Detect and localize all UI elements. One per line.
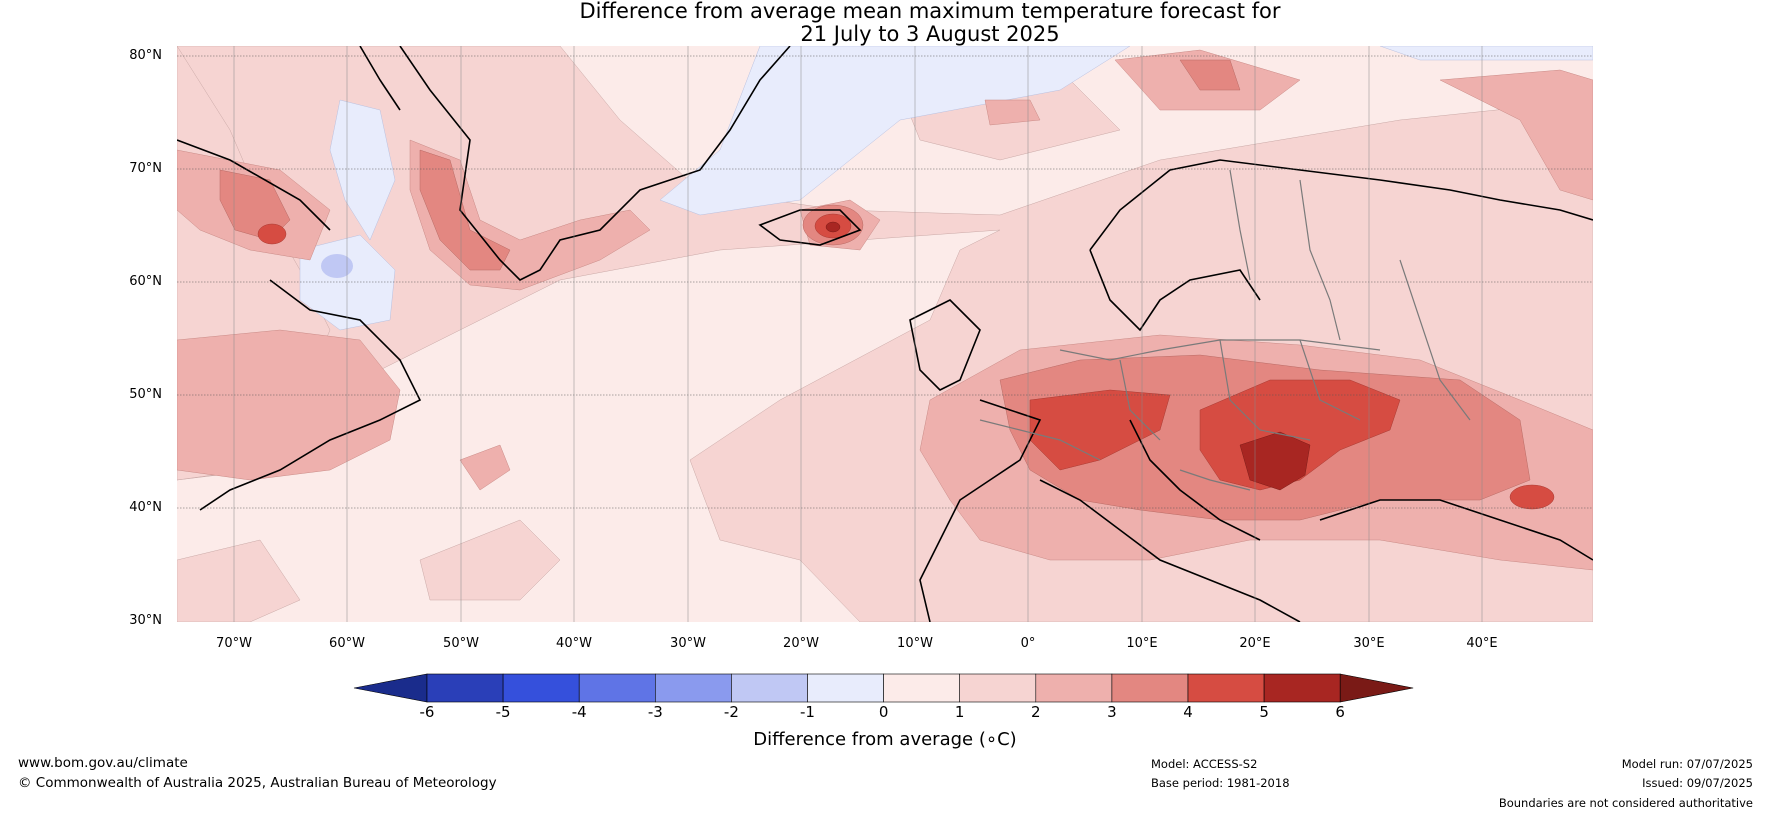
colorbar-tick-label: -6 (419, 703, 435, 721)
colorbar-tick-label: 4 (1183, 703, 1193, 721)
colorbar-segment (426, 673, 504, 703)
lon-label-50w: 50°W (443, 636, 479, 651)
colorbar-segment (883, 673, 960, 703)
map-plot-area (177, 46, 1593, 622)
anomaly-band-5-6 (825, 221, 1311, 491)
lat-label-80n: 80°N (129, 48, 162, 63)
footer-model: Model: ACCESS-S2 (1151, 757, 1258, 771)
lon-label-40w: 40°W (556, 636, 592, 651)
lon-label-70w: 70°W (216, 636, 252, 651)
lat-label-40n: 40°N (129, 500, 162, 515)
colorbar-tick-label: 5 (1259, 703, 1269, 721)
colorbar-segment (578, 673, 656, 703)
anomaly-band-minus2-minus1 (321, 254, 353, 278)
colorbar-segment (502, 673, 580, 703)
graticule (177, 55, 1593, 509)
colorbar-tick-label: 6 (1335, 703, 1345, 721)
country-borders (979, 169, 1471, 491)
anomaly-band-minus1-0 (299, 46, 1593, 331)
lat-label-60n: 60°N (129, 274, 162, 289)
colorbar-label: Difference from average (∘C) (753, 729, 1017, 750)
colorbar-tick-label: 1 (954, 703, 965, 721)
colorbar-tick-label: -1 (800, 703, 815, 721)
map-title-line1: Difference from average mean maximum tem… (579, 0, 1281, 23)
map-title-line2: 21 July to 3 August 2025 (800, 22, 1060, 46)
footer-copyright: © Commonwealth of Australia 2025, Austra… (18, 775, 497, 791)
colorbar-tick-label: -5 (495, 703, 511, 721)
colorbar-tick-label: 3 (1107, 703, 1117, 721)
footer-disclaimer: Boundaries are not considered authoritat… (1498, 796, 1753, 810)
lat-label-30n: 30°N (129, 613, 162, 628)
lon-label-10w: 10°W (897, 636, 933, 651)
colorbar-tick-label: -4 (571, 703, 587, 721)
coastlines (177, 46, 1593, 622)
colorbar-segment (1111, 673, 1189, 703)
lon-label-0: 0° (1020, 636, 1036, 651)
lat-label-50n: 50°N (129, 387, 162, 402)
colorbar-tick-label: -3 (647, 703, 663, 721)
lon-label-30e: 30°E (1353, 636, 1385, 651)
colorbar-tick-label: 2 (1031, 703, 1041, 721)
lon-label-40e: 40°E (1466, 636, 1498, 651)
lon-label-20w: 20°W (783, 636, 819, 651)
footer-model-run: Model run: 07/07/2025 (1621, 757, 1753, 771)
colorbar (353, 673, 1414, 703)
colorbar-segment (1035, 673, 1113, 703)
colorbar-tick-label: -2 (723, 703, 739, 721)
colorbar-segment (959, 673, 1037, 703)
lon-label-20e: 20°E (1239, 636, 1271, 651)
lon-label-30w: 30°W (670, 636, 706, 651)
colorbar-extend-low (353, 673, 428, 703)
footer-issued: Issued: 09/07/2025 (1642, 776, 1753, 790)
colorbar-extend-high (1339, 673, 1414, 703)
lat-label-70n: 70°N (129, 161, 162, 176)
footer-website: www.bom.gov.au/climate (18, 755, 188, 771)
footer-base-period: Base period: 1981-2018 (1151, 776, 1290, 790)
colorbar-segment (654, 673, 732, 703)
colorbar-tick-label: 0 (878, 703, 889, 721)
colorbar-segment (1263, 673, 1341, 703)
lon-label-10e: 10°E (1126, 636, 1158, 651)
lon-label-60w: 60°W (329, 636, 365, 651)
colorbar-segment (1187, 673, 1265, 703)
meridians (233, 46, 1483, 622)
colorbar-segment (731, 673, 808, 703)
colorbar-segment (807, 673, 884, 703)
